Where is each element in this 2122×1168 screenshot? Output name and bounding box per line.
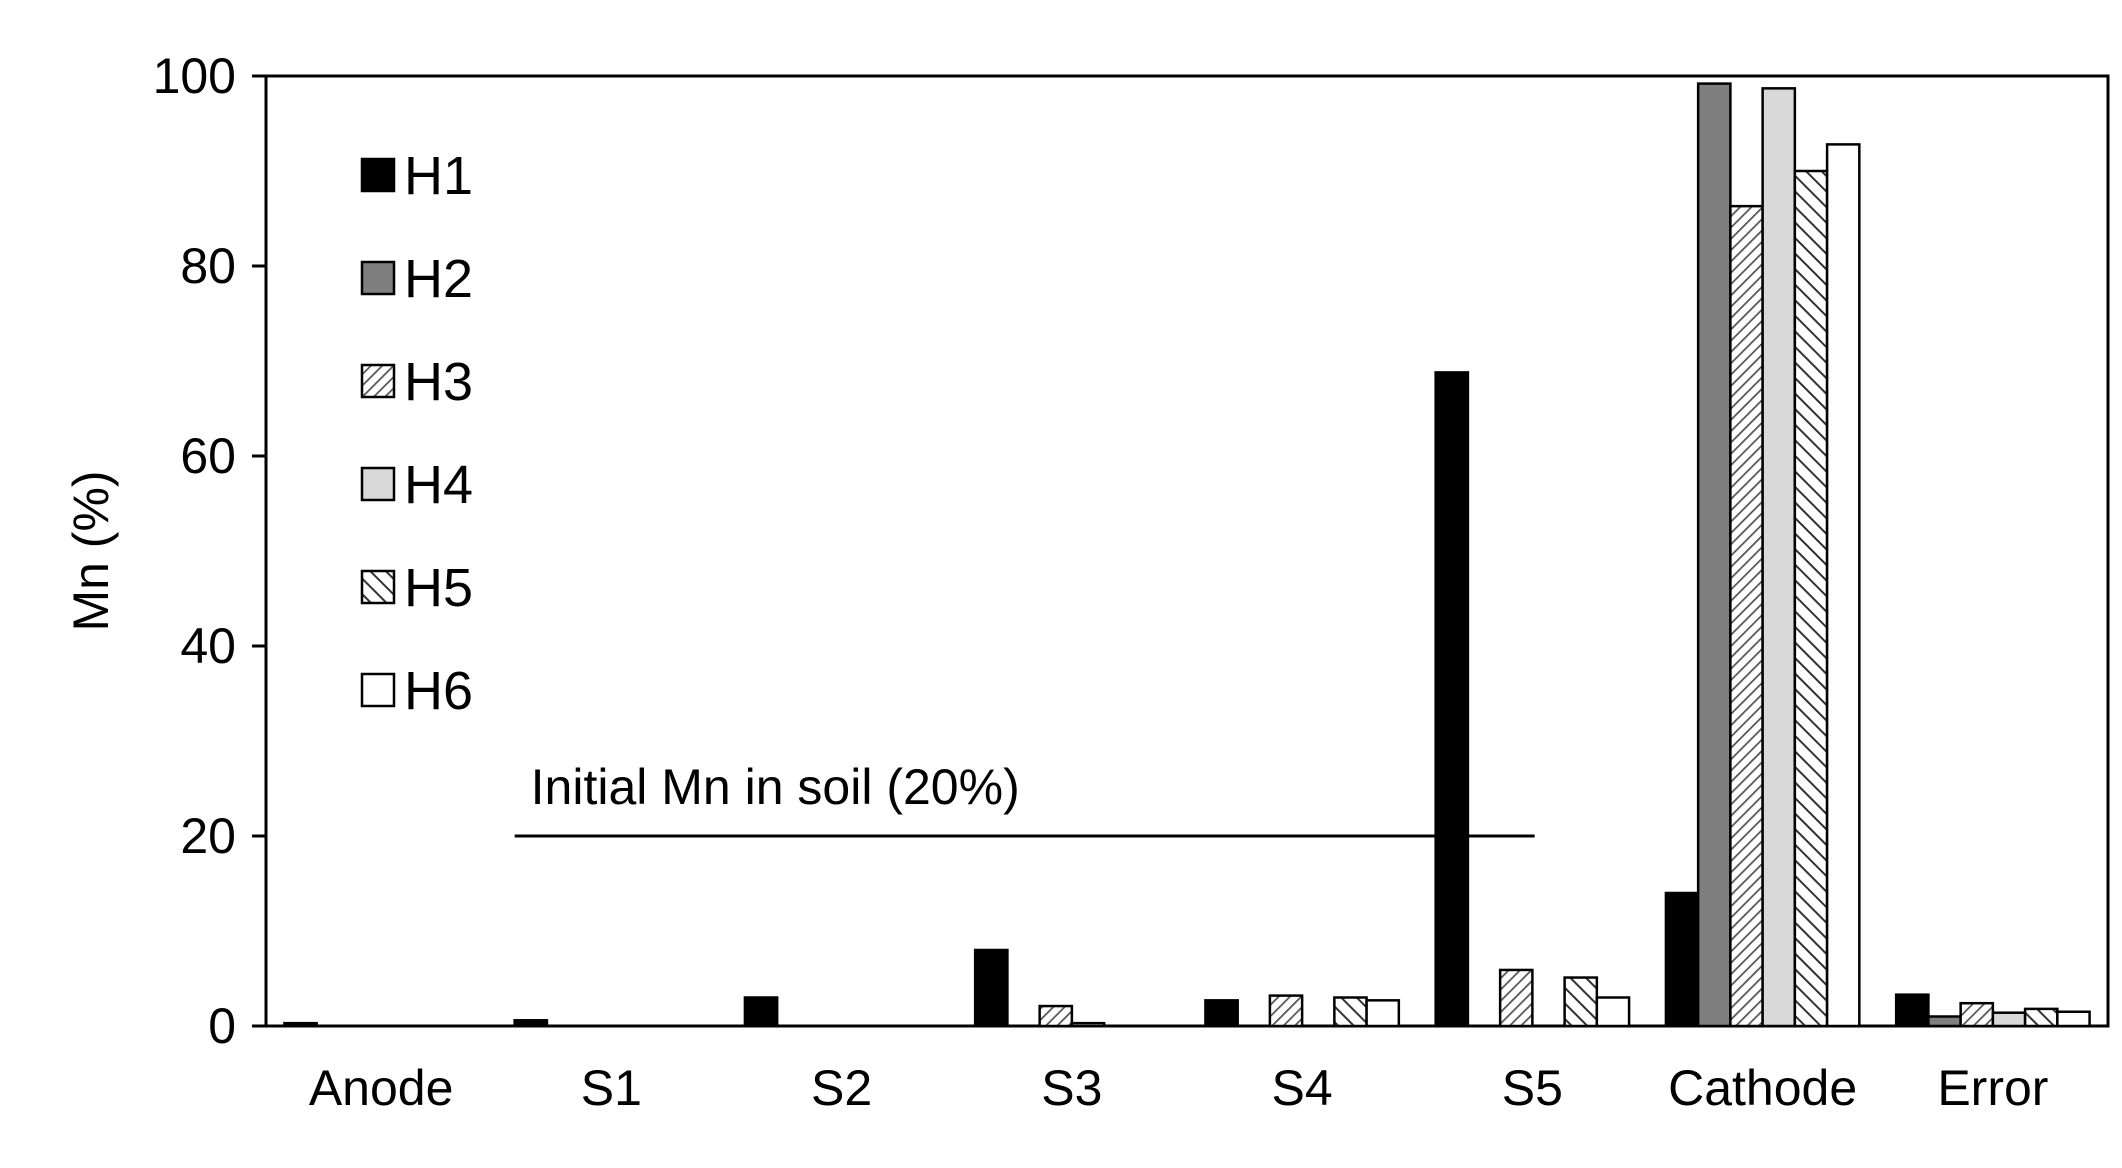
bar-h5-error	[2023, 1007, 2059, 1028]
y-tick-label: 40	[180, 618, 236, 674]
bar-h1-anode	[283, 1021, 318, 1028]
bar-h4-error	[1991, 1011, 2027, 1028]
y-tick-label: 60	[180, 428, 236, 484]
bar-h3-s3	[1038, 1004, 1074, 1028]
bar-h3-s5	[1498, 968, 1534, 1028]
annotation-initial-mn: Initial Mn in soil (20%)	[514, 759, 1535, 838]
annotation-text: Initial Mn in soil (20%)	[531, 759, 1020, 815]
bar-h1-s1	[513, 1019, 549, 1028]
bar-h3-error	[1959, 1001, 1995, 1028]
legend-label-h1: H1	[404, 146, 473, 206]
legend-swatch-h5	[360, 569, 396, 605]
x-axis-categories: Anode S1 S2 S3 S4 S5 Cathode Error	[309, 1060, 2049, 1116]
y-tick-label: 80	[180, 238, 236, 294]
y-tick-label: 100	[153, 48, 236, 104]
bar-h1-cathode	[1664, 891, 1700, 1028]
legend: H1 H2 H3 H4 H5 H6	[360, 146, 473, 721]
bar-h1-s5	[1434, 371, 1470, 1028]
bar-h2-error	[1927, 1015, 1962, 1028]
bar-h6-s4	[1365, 999, 1401, 1028]
x-category-label: S1	[581, 1060, 642, 1116]
bar-h1-s2	[743, 996, 779, 1028]
bar-h6-s5	[1595, 996, 1631, 1028]
legend-swatch-h2	[360, 260, 396, 296]
bar-h1-s4	[1204, 999, 1239, 1028]
bar-h6-error	[2056, 1010, 2091, 1028]
bar-h3-cathode	[1729, 204, 1764, 1028]
y-axis-ticks: 0 20 40 60 80 100	[153, 48, 266, 1054]
legend-label-h2: H2	[404, 249, 473, 309]
bar-h1-error	[1894, 993, 1930, 1028]
legend-label-h5: H5	[404, 558, 473, 618]
bar-h1-s3	[973, 948, 1009, 1028]
x-category-label: S4	[1272, 1060, 1333, 1116]
bars-group	[283, 82, 2091, 1028]
plot-frame	[264, 74, 2110, 1028]
legend-swatch-h4	[360, 466, 396, 502]
x-category-label: Error	[1937, 1060, 2048, 1116]
legend-swatch-h1	[360, 157, 396, 193]
x-category-label: S3	[1041, 1060, 1102, 1116]
x-category-label: Anode	[309, 1060, 454, 1116]
legend-label-h6: H6	[404, 661, 473, 721]
legend-label-h3: H3	[404, 352, 473, 412]
bar-h6-cathode	[1825, 143, 1861, 1028]
bar-h5-cathode	[1793, 169, 1829, 1028]
bar-h4-cathode	[1761, 87, 1797, 1028]
legend-label-h4: H4	[404, 455, 473, 515]
bar-h2-cathode	[1696, 82, 1732, 1028]
y-tick-label: 20	[180, 808, 236, 864]
bar-h3-s4	[1268, 994, 1304, 1028]
bar-h5-s4	[1333, 996, 1368, 1028]
x-category-label: S2	[811, 1060, 872, 1116]
y-tick-label: 0	[208, 998, 236, 1054]
y-axis-label: Mn (%)	[63, 470, 119, 631]
x-category-label: S5	[1502, 1060, 1563, 1116]
legend-swatch-h6	[360, 672, 396, 708]
bar-h4-s3	[1070, 1021, 1106, 1028]
x-category-label: Cathode	[1668, 1060, 1857, 1116]
bar-h5-s5	[1563, 976, 1599, 1028]
legend-swatch-h3	[360, 363, 396, 399]
